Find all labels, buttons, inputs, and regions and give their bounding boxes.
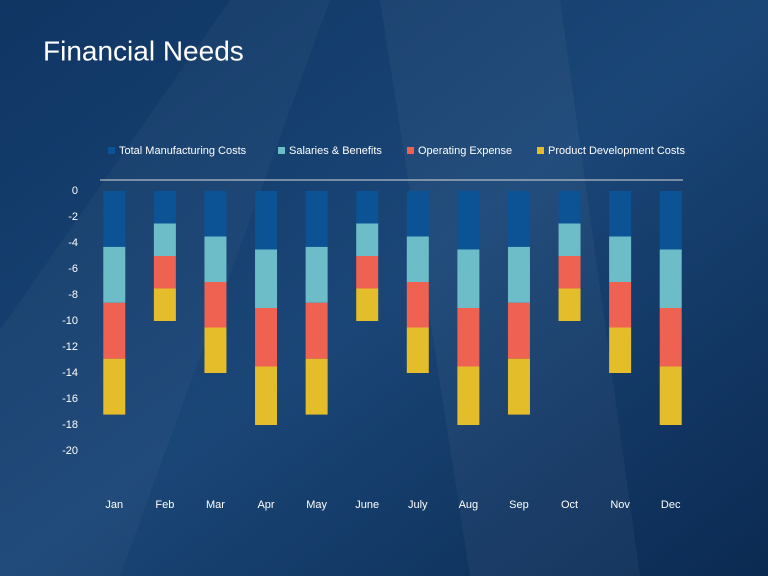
bar-segment: [103, 191, 126, 247]
bar-segment: [507, 358, 530, 415]
bar-segment: [305, 191, 328, 247]
bar-segment: [457, 366, 480, 425]
x-tick-label: July: [408, 499, 428, 511]
bar-segment: [457, 191, 480, 250]
y-tick-label: -10: [62, 315, 78, 327]
x-tick-label: Sep: [509, 499, 529, 511]
bar-segment: [457, 308, 480, 367]
bar-segment: [255, 366, 278, 425]
bar-segment: [558, 223, 581, 256]
x-tick-label: June: [355, 499, 379, 511]
legend-label: Operating Expense: [418, 145, 512, 157]
bar-segment: [558, 288, 581, 321]
bar-segment: [558, 191, 581, 224]
bar-segment: [103, 358, 126, 415]
legend-label: Salaries & Benefits: [289, 145, 382, 157]
bar-segment: [356, 191, 379, 224]
bar-segment: [659, 249, 682, 308]
y-tick-label: -4: [68, 237, 78, 249]
legend-swatch: [537, 147, 544, 154]
bar-segment: [609, 191, 632, 237]
bar-segment: [255, 308, 278, 367]
x-tick-label: Mar: [206, 499, 225, 511]
legend-swatch: [278, 147, 285, 154]
bar-segment: [153, 223, 176, 256]
bar-segment: [305, 358, 328, 415]
bar-segment: [153, 256, 176, 289]
bar-segment: [103, 302, 126, 359]
bar-segment: [457, 249, 480, 308]
y-tick-label: -8: [68, 289, 78, 301]
bar-segment: [103, 246, 126, 303]
bar-segment: [204, 327, 227, 373]
x-tick-label: Oct: [561, 499, 578, 511]
bar-segment: [305, 302, 328, 359]
bar-segment: [659, 191, 682, 250]
bar-segment: [507, 246, 530, 303]
bar-segment: [204, 191, 227, 237]
x-tick-label: Aug: [459, 499, 479, 511]
bar-segment: [406, 282, 429, 328]
x-tick-label: Jan: [105, 499, 123, 511]
y-tick-label: -16: [62, 393, 78, 405]
y-tick-label: -2: [68, 211, 78, 223]
bar-segment: [609, 327, 632, 373]
y-tick-label: 0: [72, 185, 78, 197]
x-tick-label: May: [306, 499, 327, 511]
bar-segment: [356, 256, 379, 289]
x-tick-label: Dec: [661, 499, 681, 511]
bar-segment: [305, 246, 328, 303]
bar-segment: [356, 223, 379, 256]
bar-segment: [609, 236, 632, 282]
bar-segment: [659, 308, 682, 367]
bar-segment: [153, 191, 176, 224]
bar-segment: [255, 249, 278, 308]
bar-segment: [255, 191, 278, 250]
legend-swatch: [407, 147, 414, 154]
bar-segment: [659, 366, 682, 425]
bar-segment: [406, 327, 429, 373]
legend-swatch: [108, 147, 115, 154]
bar-segment: [356, 288, 379, 321]
y-tick-label: -6: [68, 263, 78, 275]
bar-segment: [406, 236, 429, 282]
chart-title: Financial Needs: [43, 35, 244, 66]
x-tick-label: Apr: [257, 499, 274, 511]
y-tick-label: -14: [62, 367, 78, 379]
bar-segment: [204, 236, 227, 282]
bar-segment: [609, 282, 632, 328]
y-tick-label: -20: [62, 445, 78, 457]
bar-segment: [204, 282, 227, 328]
bar-segment: [507, 302, 530, 359]
bar-segment: [153, 288, 176, 321]
bar-segment: [507, 191, 530, 247]
y-tick-label: -12: [62, 341, 78, 353]
y-tick-label: -18: [62, 419, 78, 431]
x-tick-label: Feb: [155, 499, 174, 511]
legend-label: Product Development Costs: [548, 145, 685, 157]
x-tick-label: Nov: [610, 499, 630, 511]
bar-segment: [406, 191, 429, 237]
legend-label: Total Manufacturing Costs: [119, 145, 247, 157]
bar-segment: [558, 256, 581, 289]
